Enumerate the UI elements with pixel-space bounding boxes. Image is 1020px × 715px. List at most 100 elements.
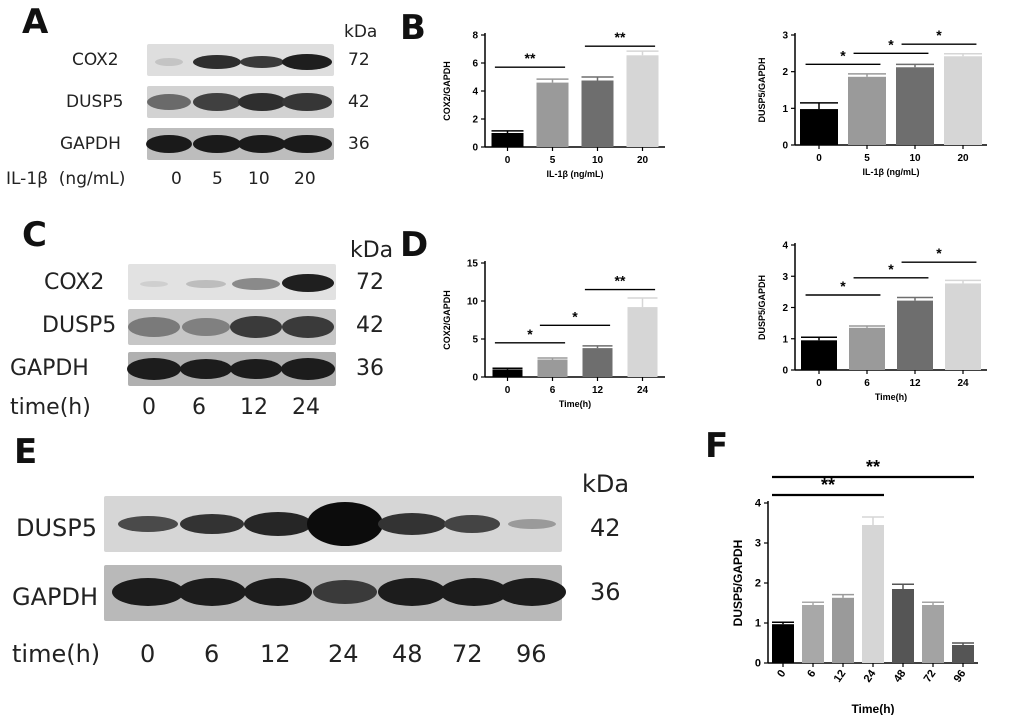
blot-strip-dusp5 <box>147 86 334 118</box>
x-tick-label: 12 <box>909 378 921 389</box>
protein-label-cox2: COX2 <box>44 270 105 295</box>
protein-label-dusp5: DUSP5 <box>42 313 117 338</box>
blot-strip-gapdh <box>127 352 336 386</box>
bar <box>944 56 982 146</box>
lane-label: 0 <box>171 169 182 189</box>
y-axis-label: COX2/GAPDH <box>442 290 452 350</box>
lane-label: 0 <box>142 395 156 420</box>
x-tick-label: 6 <box>550 385 556 396</box>
x-tick-label: 20 <box>637 155 649 166</box>
lane-label: 72 <box>452 640 483 668</box>
kda-value: 42 <box>590 514 621 542</box>
y-tick-label: 0 <box>755 658 761 670</box>
x-tick-label: 0 <box>816 378 822 389</box>
x-tick-label: 72 <box>922 668 939 685</box>
x-tick-label: 96 <box>952 668 969 685</box>
y-tick-label: 10 <box>467 297 479 308</box>
y-tick-label: 3 <box>782 31 788 42</box>
significance-label: ** <box>821 475 835 495</box>
x-axis-label: IL-1β (ng/mL) <box>547 169 604 179</box>
bar-chart-b-dusp5: 0 1 2 3 0 5 10 20 * * * IL-1β (ng/mL) DUSP5/GAPDH <box>757 27 987 177</box>
y-tick-label: 3 <box>755 538 761 550</box>
y-tick-label: 1 <box>755 618 761 630</box>
lane-label: 0 <box>140 640 156 668</box>
lane-label: 12 <box>240 395 268 420</box>
significance-label: * <box>840 278 846 294</box>
significance-label: * <box>936 27 942 43</box>
lane-label: 10 <box>248 169 270 189</box>
panel-letter-c: C <box>22 215 47 255</box>
significance-label: * <box>572 308 578 324</box>
x-tick-label: 24 <box>957 378 969 389</box>
x-tick-label: 6 <box>864 378 870 389</box>
lane-label: 6 <box>204 640 220 668</box>
bar <box>922 605 944 663</box>
lane-label: 96 <box>516 640 547 668</box>
bar <box>801 340 837 370</box>
blot-strip-gapdh <box>104 565 566 621</box>
x-tick-label: 48 <box>892 668 909 685</box>
blot-strip-cox2 <box>147 44 334 76</box>
kda-value: 72 <box>348 50 370 70</box>
condition-label: IL-1β (ng/mL) <box>6 169 126 189</box>
x-tick-label: 24 <box>862 667 879 685</box>
lane-label: 24 <box>328 640 359 668</box>
kda-header: kDa <box>344 22 378 42</box>
x-axis-label: Time(h) <box>851 702 894 715</box>
protein-label-gapdh: GAPDH <box>60 134 121 154</box>
kda-value: 72 <box>356 270 384 295</box>
x-tick-label: 5 <box>864 153 870 164</box>
lane-label: 20 <box>294 169 316 189</box>
kda-value: 42 <box>348 92 370 112</box>
y-tick-label: 0 <box>472 143 478 154</box>
significance-label: * <box>888 36 894 52</box>
bar <box>945 283 981 370</box>
significance-label: * <box>936 245 942 261</box>
bar <box>862 525 884 663</box>
y-axis-label: DUSP5/GAPDH <box>757 57 767 122</box>
blot-strip-gapdh <box>146 128 334 160</box>
lane-label: 12 <box>260 640 291 668</box>
panel-letter-e: E <box>14 432 38 472</box>
x-tick-label: 6 <box>805 668 818 680</box>
protein-label-dusp5: DUSP5 <box>66 92 124 112</box>
protein-label-gapdh: GAPDH <box>12 583 99 611</box>
y-tick-label: 4 <box>782 241 788 252</box>
bar <box>802 605 824 663</box>
blot-strip-cox2 <box>128 264 336 300</box>
bar <box>626 55 659 147</box>
x-tick-label: 24 <box>637 385 649 396</box>
x-axis-label: Time(h) <box>875 392 907 402</box>
bar-chart-b-cox2: 0 2 4 6 8 0 5 10 20 ** ** IL-1β (ng/mL) COX2/GAPDH <box>442 29 665 179</box>
y-tick-label: 2 <box>782 67 788 78</box>
x-axis-label: Time(h) <box>559 399 591 409</box>
x-axis-label: IL-1β (ng/mL) <box>863 167 920 177</box>
y-tick-label: 1 <box>782 334 788 345</box>
y-axis-label: DUSP5/GAPDH <box>757 275 767 340</box>
lane-label: 48 <box>392 640 423 668</box>
panel-letter-a: A <box>22 2 49 42</box>
panel-letter-f: F <box>705 426 729 466</box>
y-tick-label: 4 <box>755 498 762 510</box>
lane-label: 5 <box>212 169 223 189</box>
bar <box>537 359 568 377</box>
x-tick-label: 10 <box>592 155 604 166</box>
panel-letter-b: B <box>400 8 426 48</box>
y-axis-label: DUSP5/GAPDH <box>731 540 745 627</box>
significance-label: ** <box>615 29 626 45</box>
x-tick-label: 0 <box>505 155 511 166</box>
kda-header: kDa <box>582 470 630 498</box>
x-tick-label: 20 <box>957 153 969 164</box>
bar <box>492 369 523 377</box>
y-tick-label: 0 <box>782 366 788 377</box>
bar <box>627 307 658 377</box>
x-tick-label: 0 <box>816 153 822 164</box>
y-tick-label: 4 <box>472 87 478 98</box>
x-tick-label: 0 <box>775 668 788 680</box>
y-tick-label: 0 <box>782 141 788 152</box>
protein-label-cox2: COX2 <box>72 50 119 70</box>
blot-strip-dusp5 <box>104 496 562 552</box>
y-tick-label: 1 <box>782 104 788 115</box>
